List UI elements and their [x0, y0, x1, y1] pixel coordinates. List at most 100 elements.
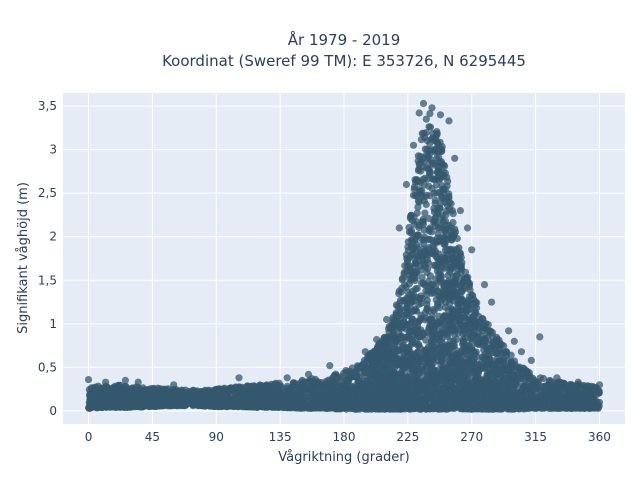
- scatter-point: [447, 354, 455, 362]
- scatter-point: [439, 321, 447, 329]
- scatter-point: [437, 355, 445, 363]
- scatter-point: [404, 288, 412, 296]
- scatter-point: [342, 367, 350, 375]
- scatter-point: [442, 378, 450, 386]
- scatter-point: [436, 275, 444, 283]
- scatter-point: [256, 385, 264, 393]
- scatter-point: [484, 372, 492, 380]
- scatter-point: [434, 230, 442, 238]
- scatter-point: [225, 397, 234, 405]
- scatter-point: [125, 394, 133, 402]
- scatter-point: [387, 335, 395, 343]
- scatter-point: [517, 396, 525, 404]
- scatter-point: [418, 274, 426, 282]
- scatter-point: [219, 386, 227, 394]
- scatter-point: [435, 326, 443, 334]
- scatter-point: [354, 378, 362, 386]
- scatter-point: [431, 214, 439, 223]
- scatter-point: [547, 404, 555, 412]
- scatter-point: [109, 383, 117, 392]
- scatter-point: [442, 211, 450, 219]
- scatter-point: [444, 326, 452, 334]
- scatter-point: [311, 391, 319, 400]
- chart-title-line2: Koordinat (Sweref 99 TM): E 353726, N 62…: [162, 52, 526, 70]
- scatter-point: [478, 341, 486, 349]
- scatter-point: [404, 400, 412, 408]
- scatter-point: [418, 398, 426, 406]
- scatter-point: [391, 346, 399, 354]
- scatter-point: [410, 290, 418, 298]
- scatter-point: [461, 285, 469, 293]
- scatter-point: [459, 296, 467, 304]
- scatter-point: [396, 306, 404, 314]
- scatter-point: [445, 401, 453, 409]
- scatter-point: [416, 344, 424, 352]
- scatter-point: [425, 227, 433, 235]
- scatter-point: [106, 393, 114, 401]
- scatter-point: [511, 389, 520, 398]
- scatter-point: [418, 187, 426, 195]
- scatter-point: [547, 377, 555, 385]
- scatter-point: [408, 340, 416, 348]
- scatter-point: [404, 333, 412, 341]
- scatter-point: [452, 272, 460, 280]
- scatter-point: [368, 398, 376, 406]
- scatter-point: [516, 373, 524, 381]
- scatter-point: [440, 161, 448, 169]
- scatter-point: [397, 394, 405, 402]
- scatter-point: [439, 286, 447, 294]
- scatter-point: [414, 197, 422, 205]
- scatter-point: [467, 397, 475, 405]
- scatter-point: [397, 296, 405, 304]
- scatter-point: [414, 203, 422, 211]
- scatter-point: [519, 364, 527, 372]
- scatter-point: [385, 365, 393, 373]
- scatter-point: [424, 328, 432, 336]
- grid-lines: [63, 93, 625, 424]
- scatter-point: [536, 374, 545, 382]
- scatter-point: [504, 356, 512, 365]
- scatter-point: [560, 379, 568, 387]
- scatter-point: [431, 237, 439, 245]
- scatter-point: [444, 271, 452, 279]
- scatter-point: [584, 386, 592, 394]
- scatter-point: [399, 366, 407, 374]
- scatter-point: [277, 382, 285, 390]
- scatter-point: [414, 152, 422, 160]
- scatter-point: [322, 377, 330, 385]
- scatter-point: [158, 401, 166, 409]
- scatter-point: [349, 373, 357, 381]
- scatter-point: [491, 341, 499, 349]
- scatter-point: [479, 354, 488, 362]
- scatter-point: [401, 281, 409, 289]
- scatter-point: [352, 367, 360, 375]
- scatter-point: [440, 226, 448, 234]
- scatter-point: [395, 312, 403, 320]
- scatter-point: [423, 404, 431, 413]
- scatter-point: [347, 382, 355, 390]
- chart-title-line1: År 1979 - 2019: [288, 30, 401, 49]
- scatter-point: [565, 381, 574, 389]
- scatter-point: [391, 370, 400, 378]
- scatter-point: [352, 386, 360, 394]
- scatter-point: [490, 380, 498, 388]
- scatter-point: [417, 380, 425, 388]
- scatter-point: [424, 391, 432, 399]
- scatter-point: [114, 393, 122, 402]
- scatter-point: [445, 221, 453, 229]
- scatter-point: [88, 384, 96, 392]
- scatter-point: [167, 401, 175, 409]
- scatter-point: [429, 134, 437, 142]
- scatter-point: [389, 328, 397, 336]
- scatter-point: [211, 387, 219, 395]
- scatter-point: [409, 307, 418, 315]
- scatter-point: [436, 204, 444, 212]
- scatter-point: [226, 387, 235, 395]
- scatter-point: [473, 405, 482, 413]
- scatter-point: [331, 389, 339, 397]
- scatter-point: [190, 399, 198, 407]
- scatter-point: [409, 370, 417, 378]
- scatter-point: [552, 386, 561, 394]
- scatter-point: [432, 181, 440, 189]
- scatter-point: [431, 247, 439, 255]
